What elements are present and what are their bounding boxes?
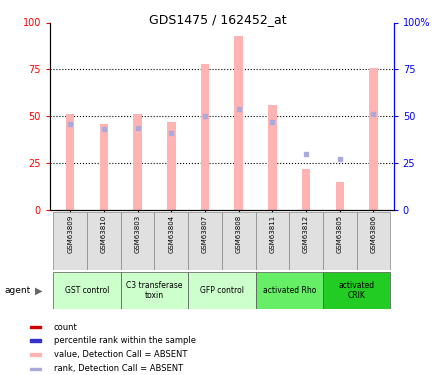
FancyBboxPatch shape [255, 212, 289, 270]
Text: agent: agent [4, 286, 30, 295]
Bar [201, 64, 209, 210]
FancyBboxPatch shape [87, 212, 121, 270]
FancyBboxPatch shape [255, 272, 322, 309]
FancyBboxPatch shape [188, 212, 221, 270]
FancyBboxPatch shape [289, 212, 322, 270]
FancyBboxPatch shape [121, 272, 188, 309]
Bar [267, 105, 276, 210]
Text: percentile rank within the sample: percentile rank within the sample [54, 336, 195, 345]
Text: GSM63806: GSM63806 [370, 215, 375, 253]
Text: GSM63811: GSM63811 [269, 215, 275, 253]
FancyBboxPatch shape [221, 212, 255, 270]
FancyBboxPatch shape [356, 212, 389, 270]
FancyBboxPatch shape [322, 272, 389, 309]
Bar [30, 368, 40, 370]
Bar [30, 353, 40, 356]
Bar [167, 122, 175, 210]
Text: GST control: GST control [65, 286, 109, 295]
Bar [335, 182, 343, 210]
Bar [30, 339, 40, 342]
Text: C3 transferase
toxin: C3 transferase toxin [126, 281, 182, 300]
Text: GSM63810: GSM63810 [101, 215, 107, 253]
FancyBboxPatch shape [154, 212, 188, 270]
Text: GSM63805: GSM63805 [336, 215, 342, 253]
Text: GSM63807: GSM63807 [201, 215, 207, 253]
FancyBboxPatch shape [188, 272, 255, 309]
Text: activated
CRIK: activated CRIK [338, 281, 374, 300]
FancyBboxPatch shape [121, 212, 154, 270]
Text: GDS1475 / 162452_at: GDS1475 / 162452_at [148, 13, 286, 26]
Text: GFP control: GFP control [199, 286, 243, 295]
Text: GSM63804: GSM63804 [168, 215, 174, 253]
Bar [301, 169, 309, 210]
Text: GSM63812: GSM63812 [302, 215, 309, 253]
Bar [99, 124, 108, 210]
Text: GSM63809: GSM63809 [67, 215, 73, 253]
Text: GSM63808: GSM63808 [235, 215, 241, 253]
Text: activated Rho: activated Rho [262, 286, 315, 295]
FancyBboxPatch shape [322, 212, 356, 270]
Bar [234, 36, 242, 210]
Text: value, Detection Call = ABSENT: value, Detection Call = ABSENT [54, 350, 187, 359]
Text: ▶: ▶ [35, 286, 43, 296]
FancyBboxPatch shape [53, 272, 121, 309]
Bar [66, 114, 74, 210]
Bar [30, 326, 40, 328]
Bar [133, 114, 141, 210]
Bar [368, 68, 377, 210]
Text: count: count [54, 322, 77, 332]
Text: rank, Detection Call = ABSENT: rank, Detection Call = ABSENT [54, 364, 182, 374]
Text: GSM63803: GSM63803 [134, 215, 140, 253]
FancyBboxPatch shape [53, 212, 87, 270]
